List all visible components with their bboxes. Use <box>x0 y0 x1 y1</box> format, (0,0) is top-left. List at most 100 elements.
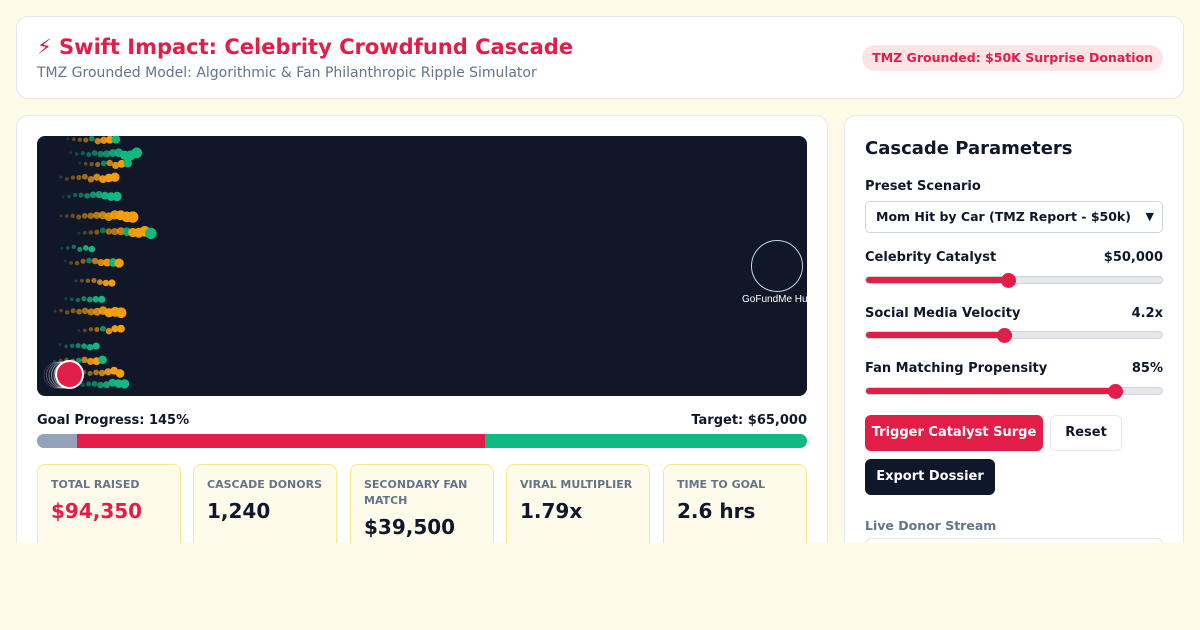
particle <box>70 213 75 219</box>
particle <box>59 214 63 218</box>
particle <box>127 211 139 223</box>
particle <box>59 308 63 313</box>
trigger-catalyst-surge-button[interactable]: Trigger Catalyst Surge <box>865 415 1043 451</box>
particle <box>105 327 113 335</box>
particle <box>67 194 71 199</box>
particle <box>112 161 120 170</box>
particle <box>77 246 83 253</box>
preset-selected-value: Mom Hit by Car (TMZ Report - $50k) <box>876 209 1131 224</box>
celebrity-catalyst-slider[interactable] <box>865 272 1163 290</box>
particle <box>82 244 89 251</box>
particle <box>98 295 106 303</box>
particle <box>92 295 100 303</box>
page-title: ⚡ Swift Impact: Celebrity Crowdfund Casc… <box>37 35 574 59</box>
simulation-panel: GoFundMe Hu Goal Progress: 145% Target: … <box>16 115 828 564</box>
slider-thumb[interactable] <box>1108 384 1124 399</box>
particle <box>72 192 78 198</box>
particle <box>66 137 70 141</box>
particle <box>105 228 113 235</box>
particle <box>119 379 130 389</box>
particle <box>80 278 84 283</box>
particle <box>99 227 106 234</box>
stat-value: $39,500 <box>364 515 456 539</box>
particle <box>69 297 74 302</box>
particle <box>78 161 82 165</box>
particle <box>86 257 92 264</box>
particle <box>64 344 68 349</box>
particle <box>88 136 95 142</box>
particle <box>88 230 94 235</box>
stat-value: 1,240 <box>207 499 271 523</box>
status-badge: TMZ Grounded: $50K Surprise Donation <box>862 45 1163 71</box>
particle <box>83 137 89 143</box>
particle <box>61 195 65 199</box>
goal-progress-label: Goal Progress: 145% <box>37 413 190 428</box>
particle <box>115 369 125 378</box>
particle <box>74 260 80 266</box>
hub-label: GoFundMe Hu <box>742 294 807 305</box>
particle <box>69 261 73 265</box>
particle <box>76 175 82 181</box>
particle <box>76 308 82 315</box>
social-media-velocity-slider[interactable] <box>865 327 1163 345</box>
particle <box>115 307 127 319</box>
catalyst-node[interactable] <box>55 360 84 389</box>
header-card: ⚡ Swift Impact: Celebrity Crowdfund Casc… <box>16 16 1184 99</box>
particle <box>94 327 100 333</box>
parameters-panel: Cascade Parameters Preset Scenario Mom H… <box>844 115 1184 578</box>
particle <box>53 359 57 363</box>
slider-thumb[interactable] <box>996 328 1012 343</box>
particle <box>111 325 119 333</box>
particle <box>81 356 88 364</box>
slider-value-celebrity-catalyst: $50,000 <box>1103 250 1163 265</box>
particle <box>110 172 120 182</box>
progress-segment-fan-match <box>485 434 807 448</box>
particle <box>100 136 108 144</box>
export-dossier-button[interactable]: Export Dossier <box>865 459 995 495</box>
particle <box>108 279 116 287</box>
particle <box>103 150 111 158</box>
preset-select[interactable]: Mom Hit by Car (TMZ Report - $50k) ▼ <box>865 201 1163 233</box>
particle <box>98 369 106 377</box>
slider-fill <box>866 277 1009 283</box>
particle <box>81 296 87 302</box>
stat-value: 2.6 hrs <box>677 499 756 523</box>
particle <box>82 173 88 180</box>
simulation-canvas[interactable]: GoFundMe Hu <box>37 136 807 396</box>
particle <box>80 151 85 156</box>
slider-track <box>865 387 1163 395</box>
page-background-bottom <box>0 543 1200 630</box>
particle <box>100 325 106 332</box>
particle <box>77 231 81 235</box>
target-label: Target: $65,000 <box>691 413 807 428</box>
particle <box>112 191 122 202</box>
stat-label: SECONDARY FAN MATCH <box>364 478 468 507</box>
stat-card-secondary-fan-match: SECONDARY FAN MATCH $39,500 <box>350 464 494 564</box>
slider-label-social-media-velocity: Social Media Velocity <box>865 306 1021 321</box>
particle <box>102 279 110 287</box>
particle <box>71 244 76 249</box>
particle <box>69 151 73 155</box>
particle <box>131 147 143 159</box>
fan-matching-propensity-slider[interactable] <box>865 383 1163 401</box>
particle <box>95 161 101 168</box>
particle <box>145 227 157 240</box>
particle <box>64 214 69 218</box>
preset-label: Preset Scenario <box>865 179 981 194</box>
particle <box>74 279 78 283</box>
particle <box>94 137 102 145</box>
particle <box>76 214 82 220</box>
stat-value: $94,350 <box>51 499 143 523</box>
particle <box>59 175 63 179</box>
stat-label: TOTAL RAISED <box>51 478 140 491</box>
particle <box>93 369 99 376</box>
particle <box>97 259 105 267</box>
particle <box>102 381 111 389</box>
particle <box>87 308 95 316</box>
particle <box>108 149 117 157</box>
particle <box>63 259 67 263</box>
slider-track <box>865 331 1163 339</box>
slider-thumb[interactable] <box>1001 273 1017 288</box>
reset-button[interactable]: Reset <box>1050 415 1122 451</box>
particle <box>86 381 92 387</box>
